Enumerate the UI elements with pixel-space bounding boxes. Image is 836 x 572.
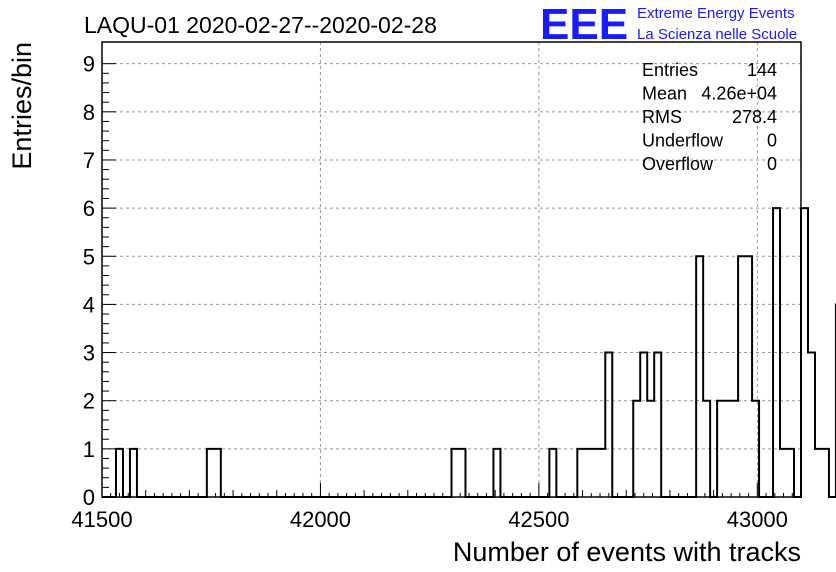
x-axis-label: Number of events with tracks (453, 537, 801, 567)
stats-value: 0 (767, 131, 777, 151)
stats-label: Underflow (642, 131, 724, 151)
axes: 41500 42000 42500 43000 0 1 2 3 4 5 6 7 8 9 (71, 52, 802, 532)
stats-label: Entries (642, 60, 698, 80)
histogram-line (102, 207, 836, 498)
y-tick-label: 5 (83, 244, 95, 269)
eee-logo: EEE Extreme Energy Events La Scienza nel… (540, 0, 797, 49)
y-axis-label: Entries/bin (7, 42, 37, 170)
y-tick-label: 6 (83, 196, 95, 221)
x-tick-label: 42000 (290, 507, 351, 532)
x-tick-label: 41500 (71, 507, 132, 532)
y-tick-label: 2 (83, 389, 95, 414)
stats-value: 278.4 (732, 107, 777, 127)
stats-value: 144 (747, 60, 777, 80)
logo-mark: EEE (540, 0, 628, 49)
stats-value: 4.26e+04 (701, 84, 777, 104)
stats-label: Mean (642, 84, 687, 104)
x-tick-label: 42500 (508, 507, 569, 532)
y-tick-label: 1 (83, 437, 95, 462)
grid-lines (102, 42, 801, 497)
chart-title: LAQU-01 2020-02-27--2020-02-28 (84, 12, 437, 38)
y-tick-label: 9 (83, 52, 95, 77)
stats-box: Entries 144 Mean 4.26e+04 RMS 278.4 Underflow 0… (642, 60, 777, 174)
logo-line-1: Extreme Energy Events (637, 5, 795, 22)
y-tick-label: 8 (83, 100, 95, 125)
stats-label: RMS (642, 107, 682, 127)
y-tick-label: 7 (83, 148, 95, 173)
y-tick-label: 3 (83, 341, 95, 366)
x-tick-label: 43000 (727, 507, 788, 532)
y-tick-label: 0 (83, 485, 95, 510)
stats-value: 0 (767, 154, 777, 174)
stats-label: Overflow (642, 154, 714, 174)
y-tick-label: 4 (83, 292, 95, 317)
logo-line-2: La Scienza nelle Scuole (637, 26, 797, 43)
